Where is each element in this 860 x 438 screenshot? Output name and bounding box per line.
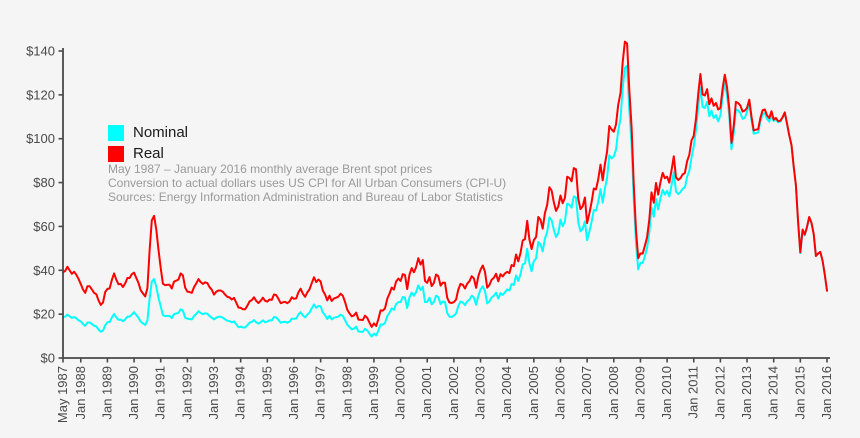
x-tick-label: Jan 2000 — [393, 366, 408, 420]
nominal-swatch-icon — [108, 124, 124, 141]
x-tick-label: Jan 1990 — [126, 366, 141, 420]
y-tick-label: $140 — [26, 44, 55, 59]
x-tick-label: Jan 2011 — [686, 366, 701, 419]
note-sources: Sources: Energy Information Administrati… — [108, 190, 503, 204]
x-tick-label: Jan 2002 — [446, 366, 461, 420]
x-tick-label: Jan 2009 — [632, 366, 647, 420]
chart-notes: May 1987 – January 2016 monthly average … — [108, 162, 506, 204]
y-tick-label: $60 — [33, 219, 55, 234]
x-tick-label: Jan 1991 — [153, 366, 168, 420]
x-tick-label: Jan 2012 — [712, 366, 727, 420]
x-tick-label: Jan 2007 — [579, 366, 594, 420]
x-tick-label: Jan 2010 — [659, 366, 674, 420]
x-tick-label: Jan 1994 — [233, 366, 248, 420]
x-tick-label: Jan 1995 — [259, 366, 274, 420]
y-tick-label: $40 — [33, 263, 55, 278]
real-swatch-icon — [108, 145, 124, 162]
x-tick-label: Jan 1989 — [99, 366, 114, 420]
x-tick-label: Jan 1997 — [313, 366, 328, 420]
x-tick-label: Jan 2013 — [739, 366, 754, 420]
series-line-real — [62, 40, 828, 328]
series-line-nominal — [62, 64, 828, 338]
x-tick-label: Jan 2006 — [552, 366, 567, 420]
x-tick-label: Jan 2005 — [526, 366, 541, 420]
y-tick-label: $20 — [33, 307, 55, 322]
x-tick-label: Jan 2004 — [499, 366, 514, 420]
y-tick-label: $0 — [41, 351, 55, 366]
x-tick-label: Jan 2016 — [819, 366, 834, 420]
x-tick-label: Jan 2001 — [419, 366, 434, 420]
x-tick-label: Jan 1998 — [339, 366, 354, 420]
x-tick-label: Jan 1992 — [179, 366, 194, 420]
x-tick-label: Jan 1988 — [73, 366, 88, 420]
x-tick-label: May 1987 — [55, 366, 70, 423]
note-cpi-conversion: Conversion to actual dollars uses US CPI… — [108, 176, 507, 190]
legend-item-real: Real — [108, 144, 188, 163]
y-tick-label: $80 — [33, 175, 55, 190]
legend: Nominal Real — [108, 123, 188, 165]
x-tick-label: Jan 1996 — [286, 366, 301, 420]
x-tick-label: Jan 2003 — [473, 366, 488, 420]
legend-item-nominal: Nominal — [108, 123, 188, 142]
note-date-range: May 1987 – January 2016 monthly average … — [108, 162, 433, 176]
x-tick-label: Jan 2015 — [792, 366, 807, 420]
x-tick-label: Jan 2008 — [606, 366, 621, 420]
x-tick-label: Jan 1999 — [366, 366, 381, 420]
y-tick-label: $120 — [26, 87, 55, 102]
y-tick-label: $100 — [26, 131, 55, 146]
legend-label-real: Real — [133, 145, 164, 162]
legend-label-nominal: Nominal — [133, 124, 189, 141]
x-tick-label: Jan 1993 — [206, 366, 221, 420]
x-tick-label: Jan 2014 — [766, 366, 781, 420]
